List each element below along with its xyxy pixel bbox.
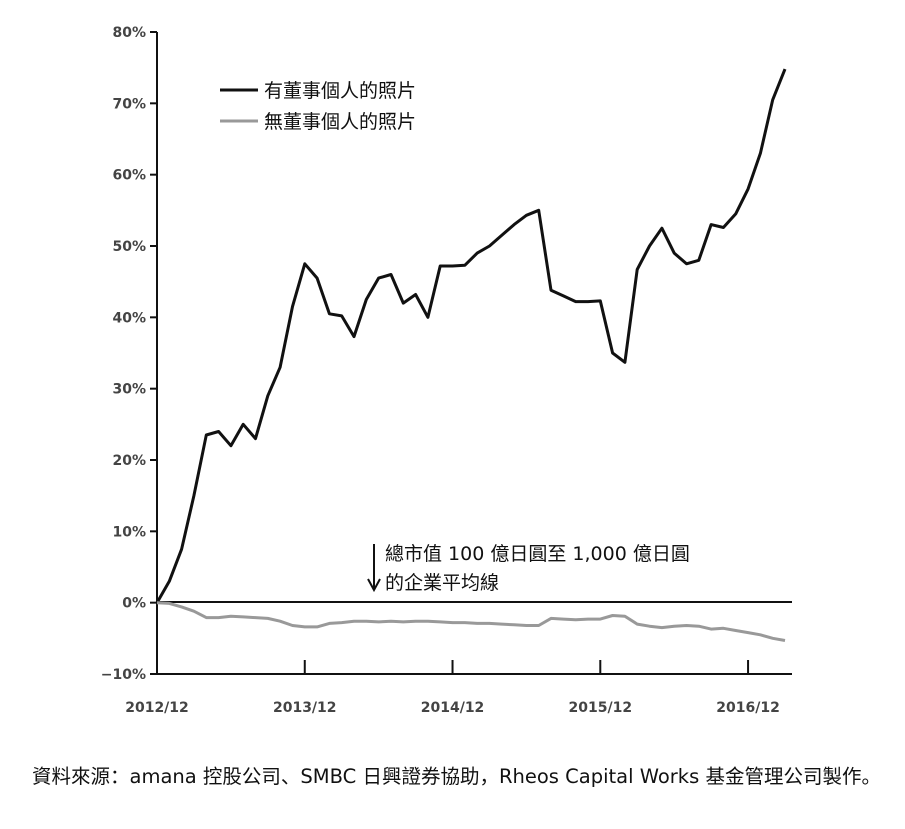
- legend-label-with-photo: 有董事個人的照片: [264, 80, 416, 102]
- legend: 有董事個人的照片 無董事個人的照片: [220, 80, 416, 133]
- series-lines: [155, 68, 787, 642]
- x-tick-label: 2014/12: [421, 700, 485, 716]
- y-tick-label: 50%: [112, 239, 146, 255]
- annotation-line-1: 總市值 100 億日圓至 1,000 億日圓: [385, 543, 690, 565]
- y-tick-label: 60%: [112, 168, 146, 184]
- source-note: 資料來源：amana 控股公司、SMBC 日興證券協助，Rheos Capita…: [32, 765, 881, 788]
- legend-label-without-photo: 無董事個人的照片: [264, 111, 416, 133]
- y-tick-label: 30%: [112, 382, 146, 398]
- annotation-line-2: 的企業平均線: [385, 572, 499, 594]
- x-tick-label: 2015/12: [569, 700, 633, 716]
- chart-axes: [156, 32, 792, 675]
- average-line-annotation: 總市值 100 億日圓至 1,000 億日圓 的企業平均線: [367, 543, 690, 594]
- line-chart: 80%70%60%50%40%30%20%10%0%−10% 2012/12 20…: [101, 25, 792, 716]
- series-line-with-photo: [155, 68, 787, 604]
- y-tick-label: 70%: [112, 96, 146, 112]
- x-tick-label: 2012/12: [125, 700, 189, 716]
- annotation-arrow-head: [367, 578, 381, 593]
- y-ticks: 80% 70% 60% 50% 40% 30% 20% 10% 0% −10%: [101, 25, 157, 683]
- x-ticks: 2012/12 2013/12 2014/12 2015/12 2016/12: [125, 660, 780, 716]
- y-tick-label: 40%: [112, 310, 146, 326]
- y-tick-label: 20%: [112, 453, 146, 469]
- series-line-without-photo: [156, 601, 786, 642]
- y-tick-label: −10%: [101, 667, 146, 683]
- y-tick-label: 80%: [112, 25, 146, 41]
- y-tick-label: 0%: [122, 596, 146, 612]
- x-tick-label: 2016/12: [716, 700, 780, 716]
- x-tick-label: 2013/12: [273, 700, 337, 716]
- y-tick-label: 10%: [112, 524, 146, 540]
